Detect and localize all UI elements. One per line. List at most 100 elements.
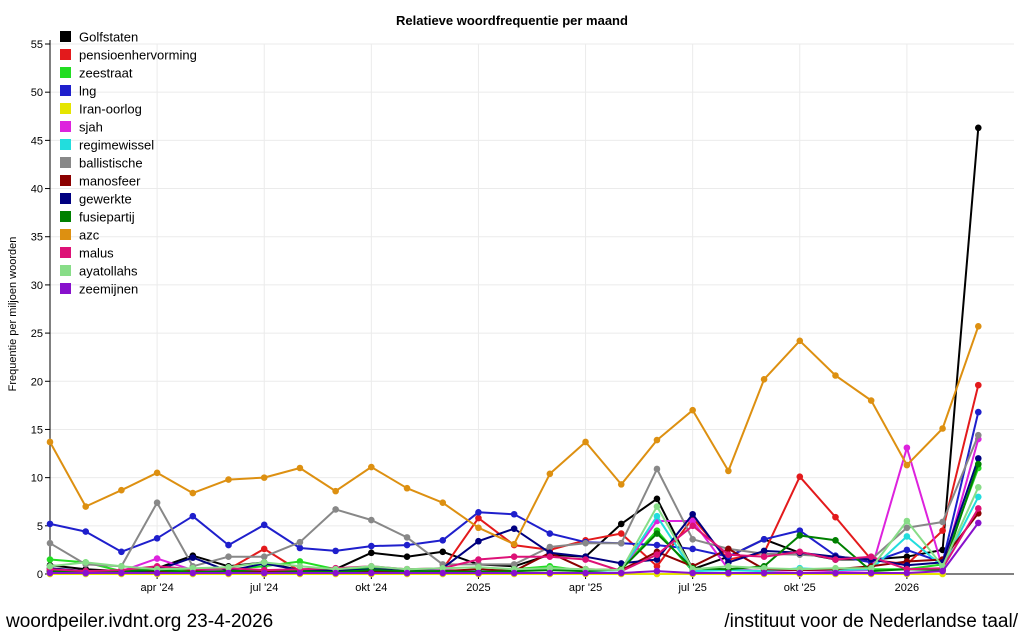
data-point-ayatollahs — [760, 564, 768, 572]
y-tick-label: 30 — [31, 280, 43, 292]
series-ayatollahs — [46, 483, 982, 574]
legend-label: azc — [79, 228, 100, 243]
data-point-azc — [903, 461, 911, 469]
data-point-zeemijnen — [725, 569, 732, 577]
data-point-fusiepartij — [653, 530, 661, 537]
data-point-lng — [46, 520, 54, 528]
data-point-azc — [225, 476, 232, 483]
legend-swatch — [60, 85, 71, 96]
data-point-zeemijnen — [260, 569, 268, 577]
legend-item-ayatollahs: ayatollahs — [60, 264, 138, 279]
data-point-ballistische — [403, 534, 411, 541]
y-tick-label: 15 — [31, 424, 43, 436]
y-tick-label: 20 — [31, 376, 43, 388]
legend-label: ballistische — [79, 156, 143, 171]
data-point-zeemijnen — [296, 569, 304, 577]
data-point-azc — [118, 486, 125, 494]
data-point-ballistische — [903, 524, 911, 532]
data-point-azc — [867, 397, 875, 404]
data-point-zeemijnen — [510, 569, 518, 577]
data-point-lng — [439, 536, 447, 544]
data-point-ayatollahs — [82, 559, 90, 566]
y-tick-label: 45 — [31, 135, 43, 147]
data-point-sjah — [903, 444, 911, 452]
data-point-ayatollahs — [46, 562, 54, 570]
data-point-ayatollahs — [368, 562, 375, 570]
legend-swatch — [60, 229, 71, 240]
data-point-ayatollahs — [832, 564, 839, 572]
data-point-pensioenhervorming — [475, 514, 482, 522]
data-point-ballistische — [510, 561, 518, 568]
data-point-ayatollahs — [974, 483, 982, 491]
data-point-gewerkte — [189, 554, 197, 561]
data-point-lng — [796, 527, 804, 534]
y-tick-label: 55 — [31, 39, 43, 51]
legend-swatch — [60, 49, 71, 60]
data-point-ballistische — [225, 553, 232, 560]
x-tick-label: jul '24 — [249, 582, 278, 594]
data-point-ballistische — [617, 539, 625, 547]
institute-footer: /instituut voor de Nederlandse taal/ — [724, 611, 1018, 632]
data-point-ballistische — [546, 543, 554, 551]
legend-swatch — [60, 175, 71, 186]
x-tick-label: apr '25 — [569, 582, 602, 594]
x-tick-label: okt '24 — [355, 582, 387, 594]
data-point-azc — [46, 438, 54, 446]
data-point-ayatollahs — [118, 562, 125, 570]
y-tick-label: 10 — [31, 473, 43, 485]
data-point-fusiepartij — [796, 532, 804, 539]
data-point-lng — [760, 536, 768, 543]
data-point-azc — [439, 499, 447, 506]
y-tick-label: 50 — [31, 87, 43, 99]
data-point-pensioenhervorming — [832, 513, 839, 521]
legend-label: manosfeer — [79, 174, 141, 189]
legend-label: ayatollahs — [79, 264, 138, 279]
data-point-azc — [368, 463, 375, 471]
data-point-lng — [403, 541, 411, 549]
data-point-zeemijnen — [903, 569, 911, 577]
data-point-zeemijnen — [153, 569, 161, 577]
y-tick-label: 40 — [31, 184, 43, 196]
data-point-ayatollahs — [867, 564, 875, 572]
data-point-zeemijnen — [760, 569, 768, 577]
legend-item-zeestraat: zeestraat — [60, 66, 133, 81]
data-point-sjah — [689, 517, 696, 525]
data-point-zeemijnen — [118, 569, 125, 577]
data-point-ayatollahs — [903, 517, 911, 525]
data-point-malus — [510, 553, 518, 560]
data-point-azc — [260, 474, 268, 481]
data-point-zeemijnen — [653, 567, 661, 575]
legend-item-azc: azc — [60, 228, 100, 243]
legend-swatch — [60, 157, 71, 168]
data-point-golfstaten — [617, 520, 625, 528]
data-point-ballistische — [46, 539, 54, 547]
data-point-gewerkte — [653, 556, 661, 563]
data-point-golfstaten — [903, 553, 911, 560]
data-point-pensioenhervorming — [974, 381, 982, 389]
data-point-malus — [546, 553, 554, 560]
data-point-malus — [653, 551, 661, 559]
data-point-gewerkte — [689, 510, 696, 518]
data-point-azc — [974, 323, 982, 330]
y-tick-label: 25 — [31, 328, 43, 340]
data-point-zeemijnen — [225, 569, 232, 577]
x-tick-label: 2026 — [895, 582, 919, 594]
data-point-golfstaten — [439, 548, 447, 556]
data-point-zeemijnen — [867, 569, 875, 577]
source-footer: woordpeiler.ivdnt.org 23-4-2026 — [6, 611, 274, 632]
x-tick-label: okt '25 — [784, 582, 816, 594]
data-point-malus — [832, 556, 839, 563]
data-point-zeemijnen — [617, 569, 625, 577]
series-line-sjah — [49, 438, 980, 574]
legend-swatch — [60, 193, 71, 204]
chart-title: Relatieve woordfrequentie per maand — [396, 13, 628, 28]
data-point-azc — [510, 540, 518, 548]
data-point-golfstaten — [974, 124, 982, 132]
data-point-zeemijnen — [189, 569, 197, 577]
data-point-lng — [118, 548, 125, 556]
data-point-lng — [82, 528, 90, 535]
data-point-pensioenhervorming — [617, 530, 625, 537]
data-point-zeestraat — [46, 556, 54, 563]
legend-item-malus: malus — [60, 246, 114, 261]
